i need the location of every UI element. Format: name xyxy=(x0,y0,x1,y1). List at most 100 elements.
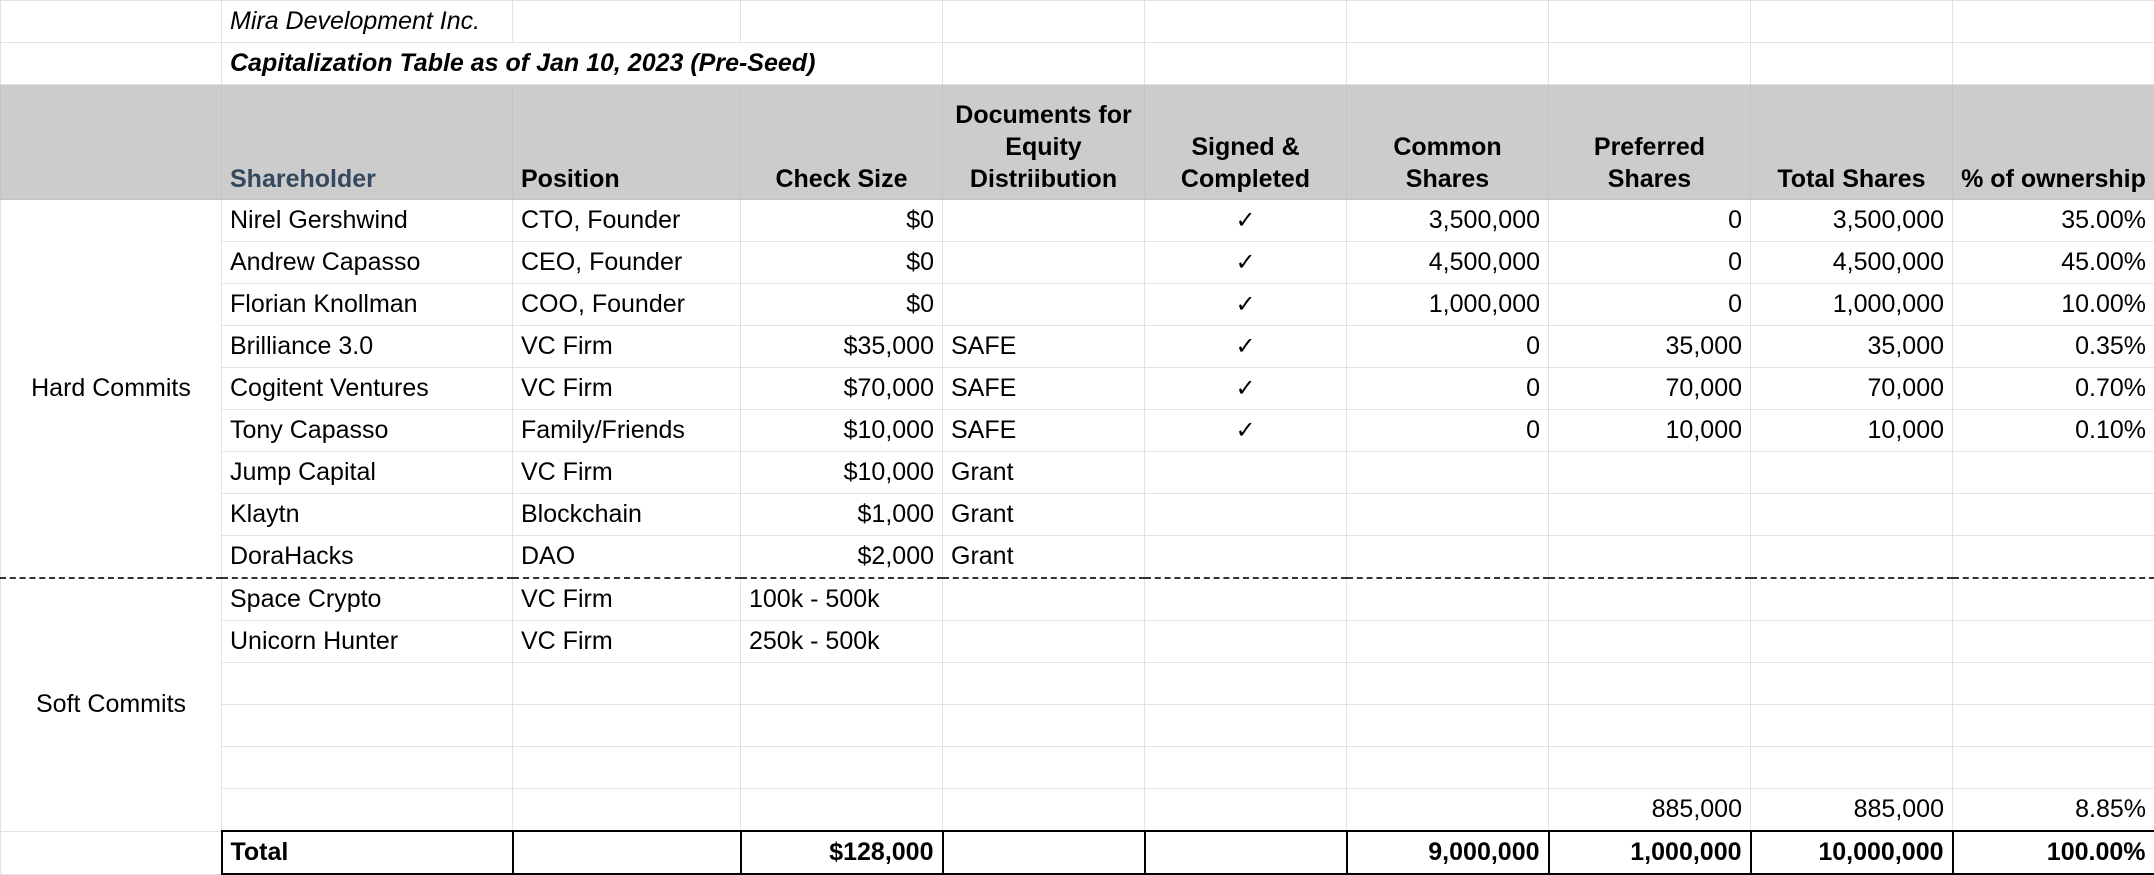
cell-shareholder[interactable] xyxy=(222,663,513,705)
cell-common-shares[interactable] xyxy=(1347,705,1549,747)
cell-total-shares[interactable] xyxy=(1751,494,1953,536)
cell-check-size[interactable]: $0 xyxy=(741,200,943,242)
cell-total-shares[interactable] xyxy=(1751,705,1953,747)
cell-total-shares[interactable]: 35,000 xyxy=(1751,326,1953,368)
cell-common-shares[interactable] xyxy=(1347,747,1549,789)
cell-check-size[interactable]: 250k - 500k xyxy=(741,621,943,663)
cell-total-shares[interactable]: 3,500,000 xyxy=(1751,200,1953,242)
cell-common-shares[interactable]: 0 xyxy=(1347,326,1549,368)
cell-documents[interactable] xyxy=(943,621,1145,663)
cell-documents[interactable] xyxy=(943,578,1145,621)
cell-ownership[interactable]: 45.00% xyxy=(1953,242,2154,284)
cell-shareholder[interactable]: Nirel Gershwind xyxy=(222,200,513,242)
cell-preferred-shares[interactable] xyxy=(1549,494,1751,536)
cell[interactable] xyxy=(943,1,1145,43)
cell-shareholder[interactable] xyxy=(222,747,513,789)
cell-documents[interactable]: SAFE xyxy=(943,326,1145,368)
cell-preferred-shares[interactable] xyxy=(1549,663,1751,705)
header-preferred-shares[interactable]: Preferred Shares xyxy=(1549,85,1751,200)
cell-check-size[interactable]: $0 xyxy=(741,242,943,284)
cell-shareholder[interactable]: DoraHacks xyxy=(222,536,513,579)
cell-signed[interactable]: ✓ xyxy=(1145,410,1347,452)
cell-signed[interactable] xyxy=(1145,536,1347,579)
cell-check-size[interactable]: $10,000 xyxy=(741,410,943,452)
cell-position[interactable]: CEO, Founder xyxy=(513,242,741,284)
cell-signed[interactable] xyxy=(1145,621,1347,663)
cell-signed[interactable] xyxy=(1145,789,1347,832)
total-total-shares[interactable]: 10,000,000 xyxy=(1751,831,1953,874)
cell-check-size[interactable]: $35,000 xyxy=(741,326,943,368)
cell-common-shares[interactable] xyxy=(1347,494,1549,536)
cell-position[interactable]: DAO xyxy=(513,536,741,579)
cell-total-shares[interactable]: 10,000 xyxy=(1751,410,1953,452)
cell[interactable] xyxy=(513,1,741,43)
cell-ownership[interactable] xyxy=(1953,747,2154,789)
cell-total-shares[interactable]: 70,000 xyxy=(1751,368,1953,410)
cell-ownership[interactable]: 10.00% xyxy=(1953,284,2154,326)
cell-total-shares[interactable] xyxy=(1751,536,1953,579)
cell[interactable] xyxy=(1,43,222,85)
cell[interactable] xyxy=(1751,1,1953,43)
group-hard-commits[interactable]: Hard Commits xyxy=(1,200,222,579)
cell-signed[interactable]: ✓ xyxy=(1145,284,1347,326)
cell-position[interactable] xyxy=(513,705,741,747)
cell-common-shares[interactable]: 1,000,000 xyxy=(1347,284,1549,326)
cell-total-shares[interactable] xyxy=(1751,578,1953,621)
cell-check-size[interactable] xyxy=(741,705,943,747)
cell-check-size[interactable]: $2,000 xyxy=(741,536,943,579)
cell[interactable] xyxy=(1751,43,1953,85)
cell-signed[interactable]: ✓ xyxy=(1145,326,1347,368)
cell-signed[interactable]: ✓ xyxy=(1145,200,1347,242)
total-position[interactable] xyxy=(513,831,741,874)
cell-shareholder[interactable]: Klaytn xyxy=(222,494,513,536)
cell-shareholder[interactable] xyxy=(222,705,513,747)
cell-documents[interactable] xyxy=(943,200,1145,242)
cell-position[interactable]: Family/Friends xyxy=(513,410,741,452)
cell-signed[interactable] xyxy=(1145,705,1347,747)
cell-total-shares[interactable] xyxy=(1751,621,1953,663)
cell-ownership[interactable] xyxy=(1953,621,2154,663)
cell[interactable] xyxy=(1549,1,1751,43)
cell-common-shares[interactable] xyxy=(1347,621,1549,663)
cell-shareholder[interactable]: Cogitent Ventures xyxy=(222,368,513,410)
cell-shareholder[interactable] xyxy=(222,789,513,832)
cell[interactable] xyxy=(1347,1,1549,43)
cell-shareholder[interactable]: Jump Capital xyxy=(222,452,513,494)
cell-total-shares[interactable]: 4,500,000 xyxy=(1751,242,1953,284)
cell-signed[interactable]: ✓ xyxy=(1145,242,1347,284)
cell-position[interactable] xyxy=(513,747,741,789)
cell-documents[interactable] xyxy=(943,663,1145,705)
header-common-shares[interactable]: Common Shares xyxy=(1347,85,1549,200)
cell-documents[interactable] xyxy=(943,705,1145,747)
cell-preferred-shares[interactable] xyxy=(1549,705,1751,747)
header-ownership[interactable]: % of ownership xyxy=(1953,85,2154,200)
cell-documents[interactable] xyxy=(943,789,1145,832)
cell-common-shares[interactable]: 0 xyxy=(1347,368,1549,410)
cell-position[interactable]: VC Firm xyxy=(513,452,741,494)
cell[interactable] xyxy=(1953,43,2154,85)
cell-shareholder[interactable]: Space Crypto xyxy=(222,578,513,621)
total-documents[interactable] xyxy=(943,831,1145,874)
cell-preferred-shares[interactable] xyxy=(1549,452,1751,494)
cell-documents[interactable]: Grant xyxy=(943,494,1145,536)
header-signed[interactable]: Signed & Completed xyxy=(1145,85,1347,200)
cell[interactable] xyxy=(1145,43,1347,85)
cell-position[interactable]: Blockchain xyxy=(513,494,741,536)
cell-check-size[interactable]: $1,000 xyxy=(741,494,943,536)
cell-position[interactable]: VC Firm xyxy=(513,368,741,410)
cell-signed[interactable]: ✓ xyxy=(1145,368,1347,410)
cell-common-shares[interactable]: 3,500,000 xyxy=(1347,200,1549,242)
header-total-shares[interactable]: Total Shares xyxy=(1751,85,1953,200)
header-check-size[interactable]: Check Size xyxy=(741,85,943,200)
cell-shareholder[interactable]: Tony Capasso xyxy=(222,410,513,452)
cell-ownership[interactable]: 0.35% xyxy=(1953,326,2154,368)
total-preferred-shares[interactable]: 1,000,000 xyxy=(1549,831,1751,874)
cell[interactable] xyxy=(1347,43,1549,85)
cell-common-shares[interactable]: 0 xyxy=(1347,410,1549,452)
cell-ownership[interactable]: 8.85% xyxy=(1953,789,2154,832)
header-position[interactable]: Position xyxy=(513,85,741,200)
cell-documents[interactable]: SAFE xyxy=(943,368,1145,410)
cell-ownership[interactable]: 35.00% xyxy=(1953,200,2154,242)
header-documents[interactable]: Documents for Equity Distriibution xyxy=(943,85,1145,200)
total-check-size[interactable]: $128,000 xyxy=(741,831,943,874)
